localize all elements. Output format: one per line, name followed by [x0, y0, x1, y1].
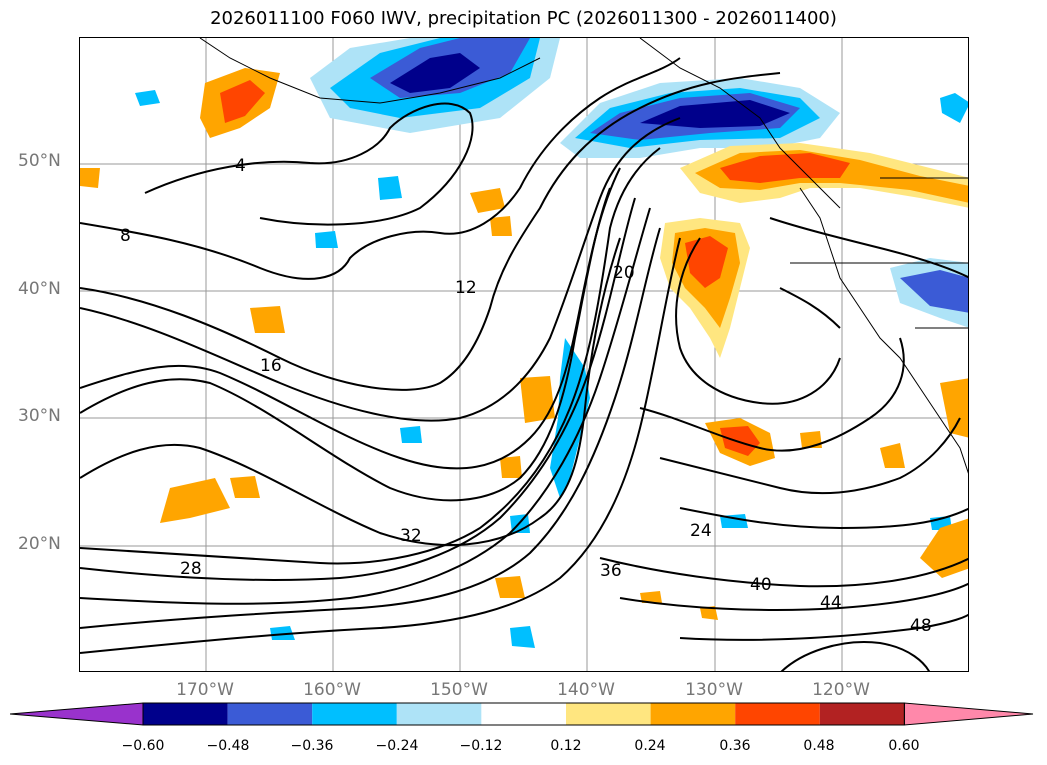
- colorbar-segment: [650, 703, 736, 725]
- contour-label-24: 24: [690, 521, 712, 541]
- contour-label-12: 12: [455, 278, 477, 298]
- contour-label-32: 32: [400, 526, 422, 546]
- colorbar-segment: [481, 703, 566, 725]
- colorbar-segment: [566, 703, 651, 725]
- lon-label-130w: 130°W: [685, 680, 743, 700]
- contour-label-8: 8: [120, 226, 131, 246]
- lat-label-30n: 30°N: [18, 406, 61, 426]
- colorbar-segment: [312, 703, 397, 725]
- colorbar-tick-10: 0.60: [888, 738, 920, 754]
- lon-label-160w: 160°W: [303, 680, 361, 700]
- lon-label-170w: 170°W: [176, 680, 234, 700]
- contour-label-40: 40: [750, 575, 772, 595]
- colorbar-segment: [227, 703, 313, 725]
- colorbar-segment: [396, 703, 482, 725]
- contour-labels: 4 8 12 16 20 24 28 32 36 40 44 48: [120, 156, 932, 636]
- contour-label-44: 44: [820, 593, 842, 613]
- contour-label-4: 4: [235, 156, 246, 176]
- contour-label-48: 48: [910, 616, 932, 636]
- contour-label-28: 28: [180, 559, 202, 579]
- colorbar-tick-3: −0.36: [290, 738, 334, 754]
- colorbar-tick-1: −0.60: [121, 738, 165, 754]
- colorbar-segment: [819, 703, 905, 725]
- colorbar-tick-8: 0.36: [719, 738, 751, 754]
- colorbar-segment: [735, 703, 820, 725]
- map-panel: 4 8 12 16 20 24 28 32 36 40 44 48: [79, 37, 969, 672]
- colorbar-tick-6: 0.12: [550, 738, 582, 754]
- iwv-contours: [80, 57, 968, 671]
- contour-label-16: 16: [260, 356, 282, 376]
- contour-label-20: 20: [613, 263, 635, 283]
- lat-label-20n: 20°N: [18, 534, 61, 554]
- gridlines: [80, 38, 968, 671]
- colorbar-tick-4: −0.24: [375, 738, 419, 754]
- positive-precip-shading: [80, 68, 968, 620]
- lat-label-50n: 50°N: [18, 151, 61, 171]
- lon-label-150w: 150°W: [430, 680, 488, 700]
- map-svg: 4 8 12 16 20 24 28 32 36 40 44 48: [80, 38, 968, 671]
- colorbar-segment: [143, 703, 228, 725]
- coastlines: [199, 38, 968, 474]
- lon-label-140w: 140°W: [557, 680, 615, 700]
- lon-label-120w: 120°W: [812, 680, 870, 700]
- colorbar-left-extension: [10, 702, 144, 726]
- colorbar: [10, 702, 1034, 726]
- colorbar-border: [142, 702, 905, 726]
- lat-label-40n: 40°N: [18, 279, 61, 299]
- colorbar-tick-5: −0.12: [459, 738, 503, 754]
- negative-precip-shading: [135, 38, 968, 648]
- colorbar-tick-7: 0.24: [634, 738, 666, 754]
- colorbar-tick-2: −0.48: [206, 738, 250, 754]
- map-title: 2026011100 F060 IWV, precipitation PC (2…: [210, 8, 837, 29]
- colorbar-right-extension: [903, 702, 1034, 726]
- contour-label-36: 36: [600, 561, 622, 581]
- colorbar-tick-9: 0.48: [803, 738, 835, 754]
